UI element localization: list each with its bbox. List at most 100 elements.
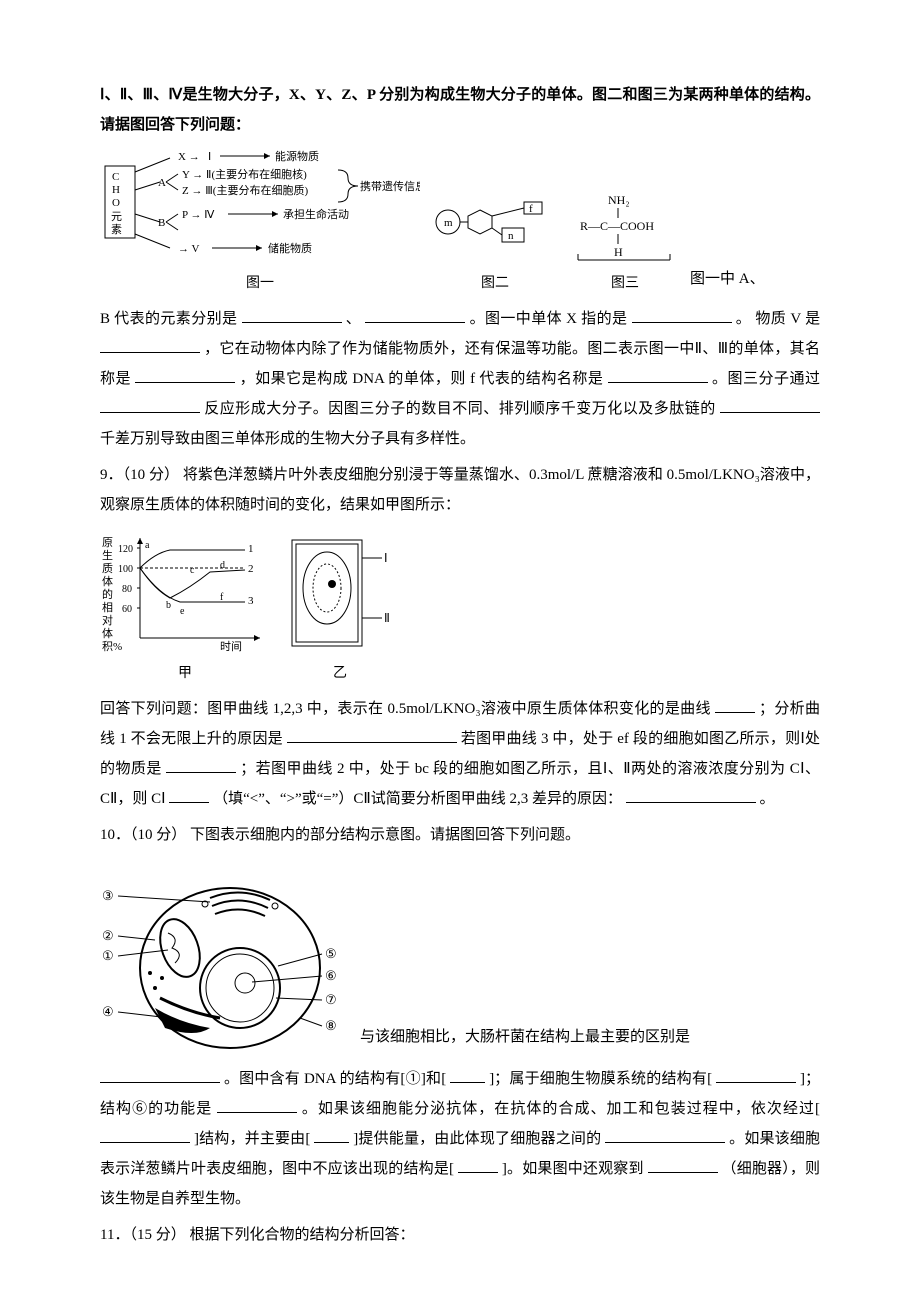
q9-cell-svg: Ⅰ Ⅱ: [280, 528, 400, 658]
svg-text:能源物质: 能源物质: [275, 149, 319, 163]
q9-intro: 9．（10 分） 将紫色洋葱鳞片叶外表皮细胞分别浸于等量蒸馏水、0.3mol/L…: [100, 460, 820, 520]
blank: [458, 1158, 498, 1173]
fig1-svg: C H O 元 素 X → Ⅰ 能源物质 A Y → Ⅱ(主要分布在细胞核) Z…: [100, 148, 420, 268]
blank: [450, 1068, 485, 1083]
svg-text:b: b: [166, 600, 171, 611]
svg-text:f: f: [529, 203, 533, 215]
svg-text:100: 100: [118, 564, 133, 575]
svg-text:X →: X →: [178, 151, 200, 163]
blank: [242, 308, 342, 323]
q10-num: 10．（10 分）: [100, 827, 186, 843]
q9-figure-row: 原 生 质 体 的 相 对 体 积% 120 100 80 60 a 1 b: [100, 528, 820, 688]
svg-text:2: 2: [248, 563, 254, 575]
blank: [720, 398, 820, 413]
blank: [716, 1068, 796, 1083]
svg-text:⑧: ⑧: [325, 1018, 337, 1033]
q10-intro: 10．（10 分） 下图表示细胞内的部分结构示意图。请据图回答下列问题。: [100, 820, 820, 850]
q9-num: 9．（10 分）: [100, 467, 179, 483]
svg-text:Ⅱ: Ⅱ: [384, 611, 390, 625]
q10-figure-row: ③ ② ① ④ ⑤ ⑥ ⑦ ⑧ 与该细胞相比，大肠杆菌在结构上最主要的区别是: [100, 858, 820, 1058]
q8-body: B 代表的元素分别是 、 。图一中单体 X 指的是 。 物质 V 是 ，它在动物…: [100, 304, 820, 454]
svg-text:体: 体: [102, 626, 113, 640]
svg-text:c: c: [190, 565, 195, 576]
svg-text:②: ②: [102, 928, 114, 943]
q10-trail: 与该细胞相比，大肠杆菌在结构上最主要的区别是: [360, 1022, 690, 1058]
svg-text:3: 3: [248, 595, 254, 607]
fig1-cap: 图一: [246, 270, 274, 298]
svg-text:携带遗传信息: 携带遗传信息: [360, 179, 420, 193]
blank: [632, 308, 732, 323]
svg-text:⑤: ⑤: [325, 946, 337, 961]
fig3-cell: NH₂ R—C—COOH H 图三: [570, 188, 680, 298]
fig2-svg: m n f: [430, 188, 560, 268]
blank: [365, 308, 465, 323]
svg-text:⑦: ⑦: [325, 992, 337, 1007]
q9-body: 回答下列问题：图甲曲线 1,2,3 中，表示在 0.5mol/LKNO₃溶液中原…: [100, 694, 820, 814]
svg-text:H: H: [614, 245, 623, 259]
svg-text:素: 素: [111, 223, 122, 236]
svg-text:120: 120: [118, 544, 133, 555]
blank: [135, 368, 235, 383]
q8-trail: 图一中 A、: [690, 264, 765, 298]
svg-text:储能物质: 储能物质: [268, 241, 312, 255]
q11-num: 11．（15 分）: [100, 1227, 186, 1243]
svg-text:Ⅰ: Ⅰ: [208, 151, 211, 163]
q9-graph-svg: 原 生 质 体 的 相 对 体 积% 120 100 80 60 a 1 b: [100, 528, 270, 658]
svg-text:m: m: [444, 217, 453, 229]
fig3-cap: 图三: [611, 270, 639, 298]
blank: [314, 1128, 349, 1143]
q9-cap-yi: 乙: [333, 660, 347, 688]
svg-text:原: 原: [102, 537, 113, 549]
q9-intro-text: 将紫色洋葱鳞片叶外表皮细胞分别浸于等量蒸馏水、0.3mol/L 蔗糖溶液和 0.…: [100, 467, 820, 513]
svg-text:n: n: [508, 230, 514, 242]
blank: [166, 758, 236, 773]
blank: [648, 1158, 718, 1173]
svg-text:→ V: → V: [178, 243, 200, 255]
q10-intro-text: 下图表示细胞内的部分结构示意图。请据图回答下列问题。: [190, 827, 580, 843]
blank: [100, 1068, 220, 1083]
svg-text:③: ③: [102, 888, 114, 903]
svg-text:生: 生: [102, 548, 113, 562]
q10-cell-svg: ③ ② ① ④ ⑤ ⑥ ⑦ ⑧: [100, 858, 350, 1058]
svg-text:Z → Ⅲ(主要分布在细胞质): Z → Ⅲ(主要分布在细胞质): [182, 184, 308, 197]
svg-text:e: e: [180, 606, 185, 617]
q8-intro: Ⅰ、Ⅱ、Ⅲ、Ⅳ是生物大分子，X、Y、Z、P 分别为构成生物大分子的单体。图二和图…: [100, 80, 820, 140]
svg-text:d: d: [220, 560, 225, 571]
fig1-cell: C H O 元 素 X → Ⅰ 能源物质 A Y → Ⅱ(主要分布在细胞核) Z…: [100, 148, 420, 298]
blank: [626, 788, 756, 803]
q8-intro-text: Ⅰ、Ⅱ、Ⅲ、Ⅳ是生物大分子，X、Y、Z、P 分别为构成生物大分子的单体。图二和图…: [100, 87, 820, 133]
svg-text:P → Ⅳ: P → Ⅳ: [182, 209, 215, 221]
svg-text:H: H: [112, 184, 120, 196]
svg-text:④: ④: [102, 1004, 114, 1019]
q9-fig-jia: 原 生 质 体 的 相 对 体 积% 120 100 80 60 a 1 b: [100, 528, 270, 688]
fig3-svg: NH₂ R—C—COOH H: [570, 188, 680, 268]
svg-text:Ⅰ: Ⅰ: [384, 551, 388, 565]
blank: [217, 1098, 297, 1113]
svg-text:相: 相: [102, 601, 113, 614]
blank: [100, 398, 200, 413]
svg-text:的: 的: [102, 587, 113, 601]
svg-text:a: a: [145, 540, 150, 551]
blank: [715, 698, 755, 713]
svg-text:O: O: [112, 197, 120, 209]
svg-text:质: 质: [102, 562, 113, 575]
svg-text:积%: 积%: [102, 640, 122, 653]
q9-cap-jia: 甲: [178, 660, 192, 688]
q11-intro-text: 根据下列化合物的结构分析回答：: [189, 1227, 414, 1243]
svg-text:R—C—COOH: R—C—COOH: [580, 219, 654, 233]
svg-text:时间: 时间: [220, 640, 242, 653]
svg-text:体: 体: [102, 574, 113, 588]
svg-text:60: 60: [122, 604, 132, 615]
svg-text:f: f: [220, 592, 224, 603]
fig2-cap: 图二: [481, 270, 509, 298]
svg-text:B: B: [158, 217, 165, 229]
svg-text:1: 1: [248, 543, 254, 555]
q10-body: 。图中含有 DNA 的结构有[①]和[ ]；属于细胞生物膜系统的结构有[ ]；结…: [100, 1064, 820, 1214]
svg-text:A: A: [158, 177, 166, 189]
svg-text:①: ①: [102, 948, 114, 963]
blank: [169, 788, 209, 803]
q11-intro: 11．（15 分） 根据下列化合物的结构分析回答：: [100, 1220, 820, 1250]
svg-text:Y → Ⅱ(主要分布在细胞核): Y → Ⅱ(主要分布在细胞核): [182, 167, 307, 181]
svg-text:C: C: [112, 171, 119, 183]
fig3-nh2: NH₂: [608, 193, 630, 207]
